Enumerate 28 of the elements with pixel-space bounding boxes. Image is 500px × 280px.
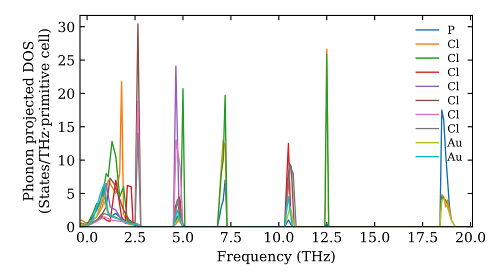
legend-label: Cl xyxy=(448,110,460,119)
x-tick-label: 10.0 xyxy=(265,232,294,242)
x-tick-label: 7.5 xyxy=(221,232,241,242)
x-tick-label: 15.0 xyxy=(360,232,390,242)
y-tick-label: 0 xyxy=(67,222,74,232)
legend-label: Cl xyxy=(448,96,460,104)
legend-label: Cl xyxy=(448,124,460,133)
x-tick-label: 0.0 xyxy=(76,232,98,242)
x-tick-label: 12.5 xyxy=(313,232,342,242)
y-tick-label: 25 xyxy=(58,55,74,66)
x-tick-label: 2.5 xyxy=(124,232,146,242)
legend-label: Cl xyxy=(448,82,460,90)
legend-label: Cl xyxy=(448,68,460,76)
x-axis-title: Frequency (THz) xyxy=(217,250,335,264)
y-tick-label: 5 xyxy=(67,188,74,199)
y-axis-title: Phonon projected DOS (States/THz·primitive cell) xyxy=(22,29,52,213)
x-tick-label: 20.0 xyxy=(456,232,486,242)
legend-label: P xyxy=(448,26,454,34)
legend-label: Cl xyxy=(448,39,460,48)
legend-label: Au xyxy=(447,152,462,161)
y-tick-label: 30 xyxy=(58,22,74,32)
y-tick-label: 15 xyxy=(59,122,74,132)
x-tick-label: 5.0 xyxy=(173,232,194,242)
y-tick-label: 20 xyxy=(58,88,74,99)
x-tick-label: 17.5 xyxy=(408,232,438,242)
legend-label: Au xyxy=(447,138,462,147)
legend-label: Cl xyxy=(448,54,460,62)
y-tick-label: 10 xyxy=(59,155,74,166)
